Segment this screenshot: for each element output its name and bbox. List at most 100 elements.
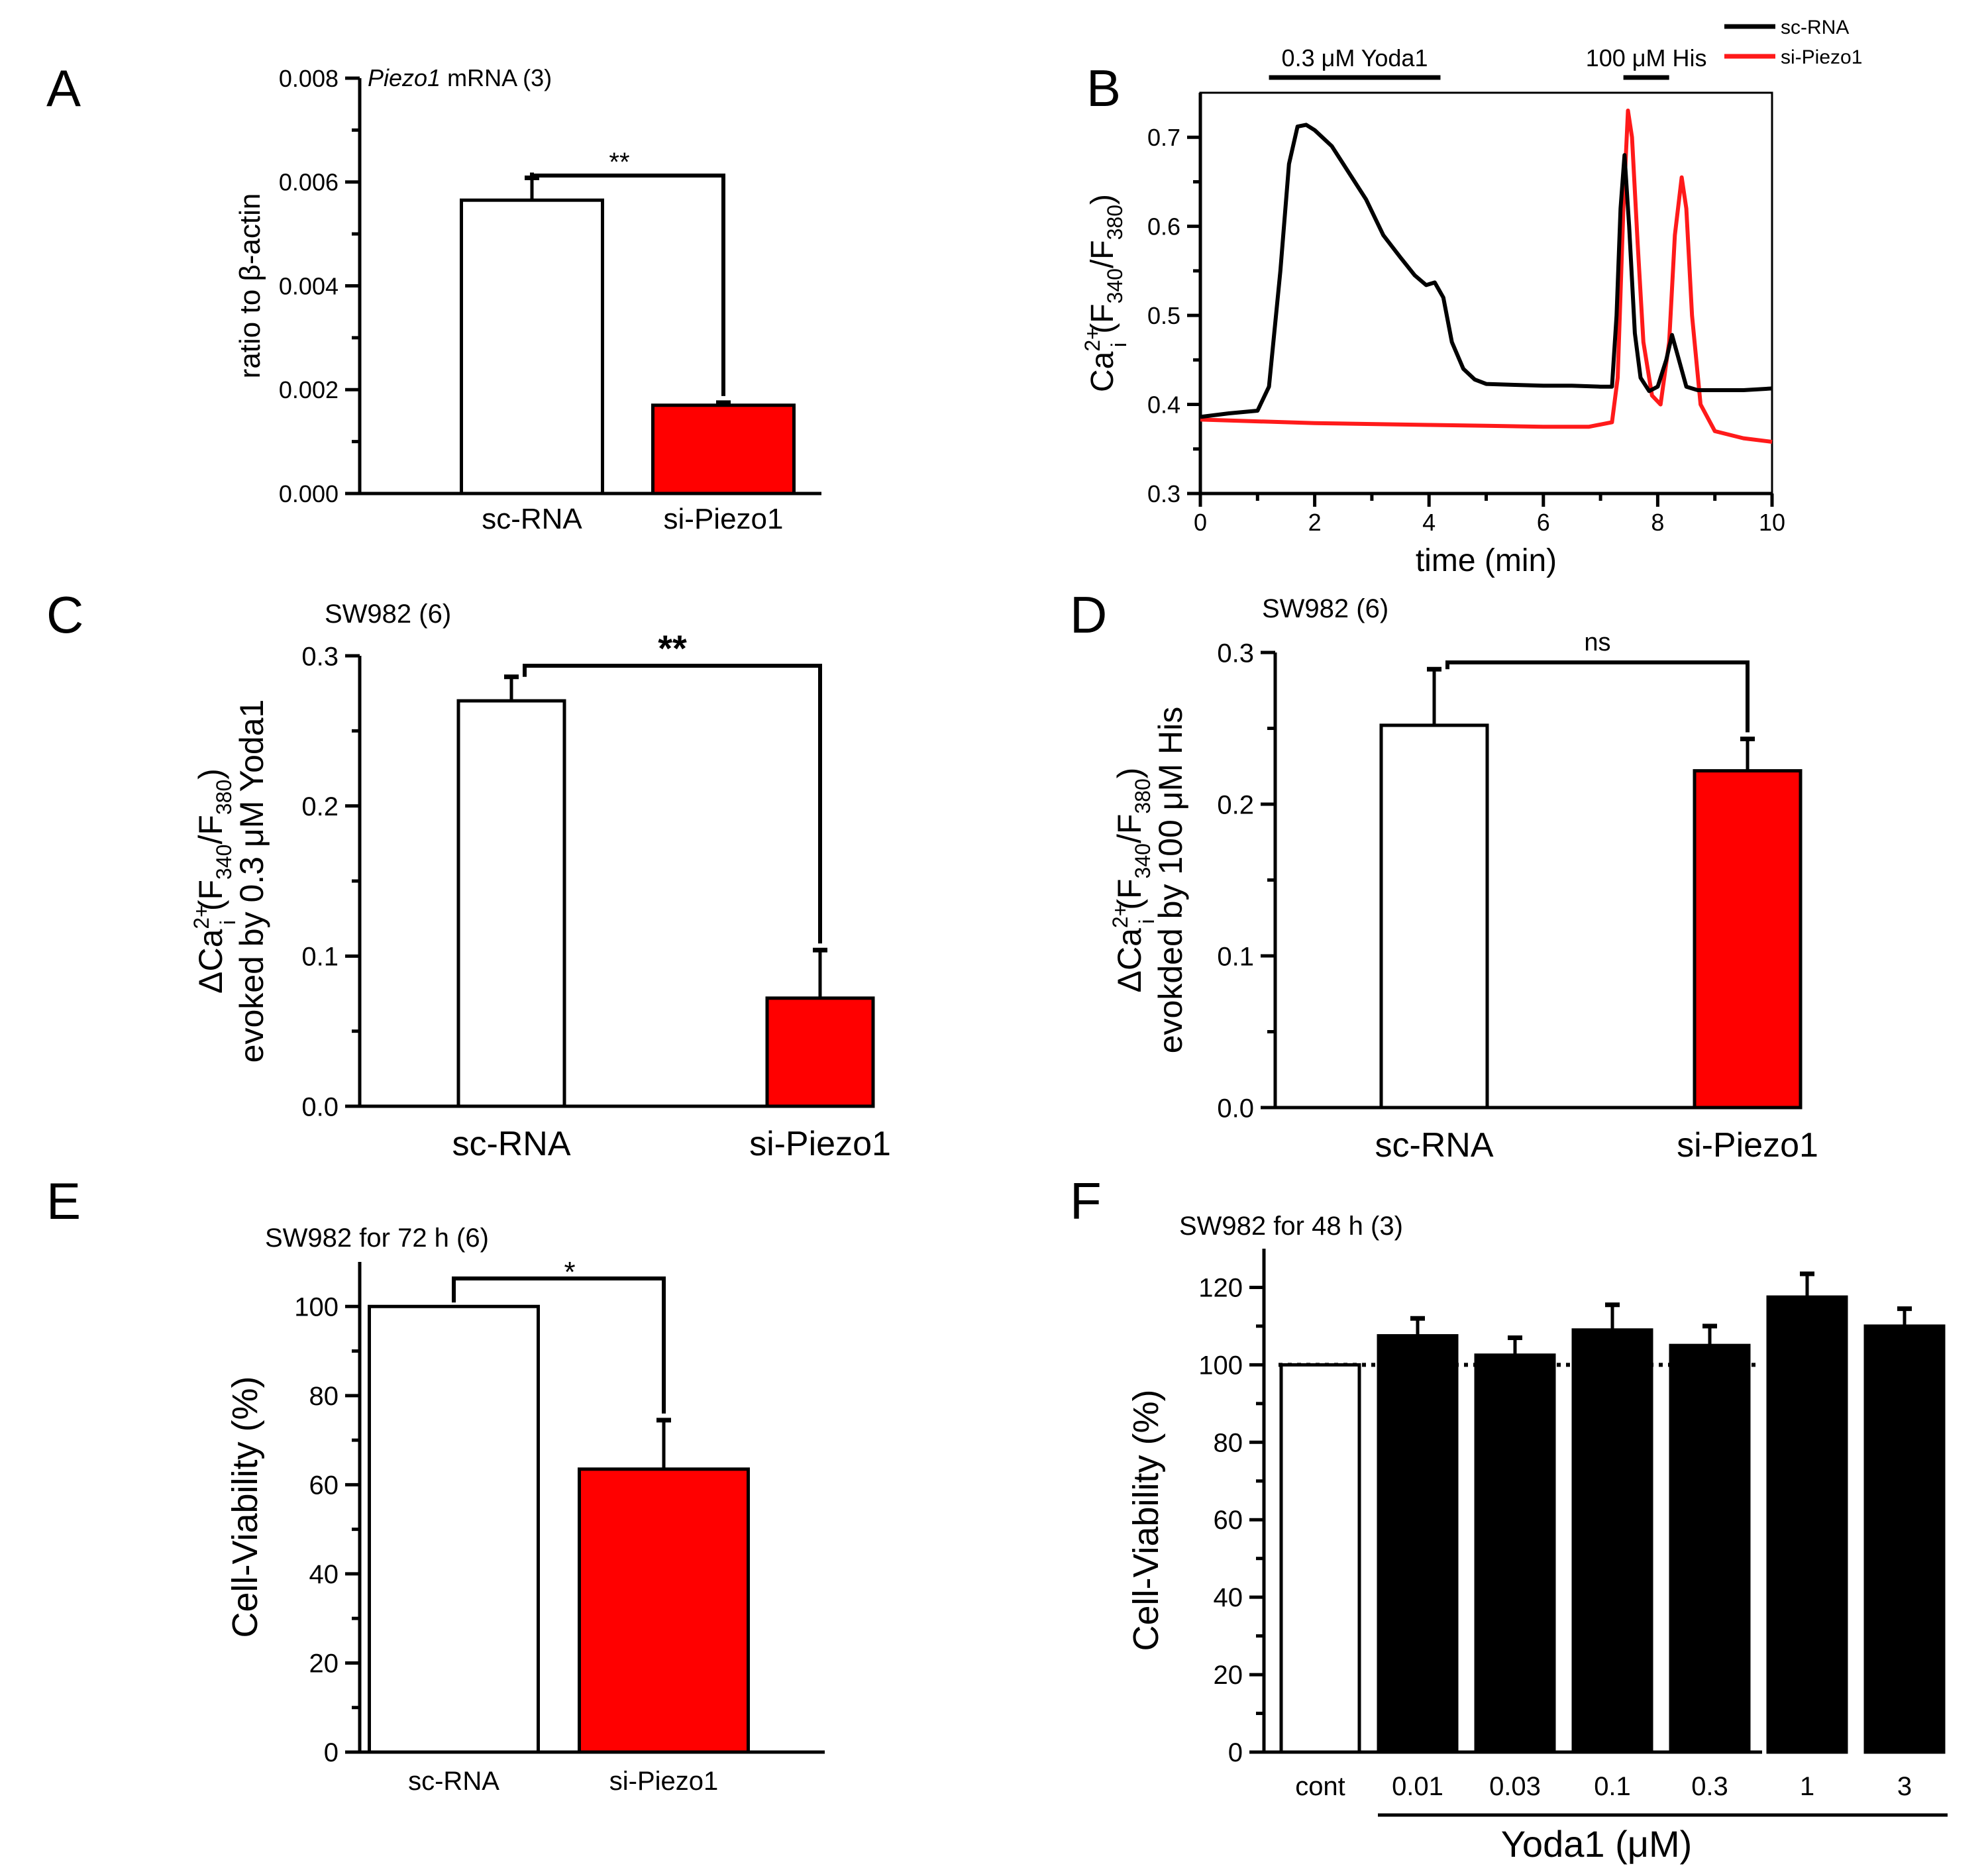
panel-label-b: B	[1086, 59, 1121, 117]
x-tick-label: 0.01	[1392, 1772, 1443, 1801]
bar-0-01	[1377, 1334, 1459, 1754]
y-tick-label: 0.006	[279, 169, 339, 196]
x-tick-label: 8	[1651, 509, 1664, 536]
label-part: 2+	[189, 905, 213, 929]
significance-marker: *	[564, 1256, 575, 1288]
panel-d: 0.0 0.1 0.2 0.3 SW982 (6) sc-RNA si-Piezo1 ns ΔC…	[1108, 594, 1818, 1165]
label-part: 380	[1103, 205, 1127, 240]
label-part: (F	[1111, 878, 1148, 919]
trace-sc-rna	[1200, 123, 1773, 419]
label-part: 340	[1131, 843, 1155, 878]
legend-entry: si-Piezo1	[1781, 46, 1862, 68]
y-tick-label: 80	[1214, 1428, 1243, 1457]
x-tick-label: 0.1	[1594, 1772, 1631, 1801]
label-part: 2+	[1108, 904, 1132, 928]
x-tick-label: si-Piezo1	[749, 1125, 891, 1163]
y-tick-label: 40	[309, 1560, 339, 1589]
label-part: Ca	[1085, 351, 1120, 392]
x-tick-label: sc-RNA	[1375, 1126, 1493, 1165]
bar-cont	[1279, 1363, 1361, 1754]
x-tick-label: sc-RNA	[482, 503, 582, 535]
label-part: /F	[1111, 814, 1148, 843]
panel-c: 0.0 0.1 0.2 0.3 SW982 (6) sc-RNA si-Piezo1 ** ΔC…	[189, 599, 891, 1163]
x-tick-label: 4	[1422, 509, 1436, 536]
y-tick-label: 0	[324, 1738, 339, 1767]
label-part: (F	[192, 880, 229, 920]
panel-f-title: SW982 for 48 h (3)	[1179, 1212, 1403, 1241]
bar-si-piezo1	[765, 996, 875, 1108]
y-tick-label: 60	[1214, 1506, 1243, 1535]
y-tick-label: 0.2	[301, 792, 339, 821]
application-label: 0.3 μM Yoda1	[1282, 44, 1428, 72]
bar-si-piezo1	[1693, 769, 1803, 1110]
x-tick-label: sc-RNA	[452, 1125, 570, 1163]
y-tick-label: 20	[309, 1649, 339, 1678]
y-tick-label: 0.0	[1217, 1094, 1254, 1123]
y-axis-label: Ca2+ i (F340/F380)	[1080, 194, 1131, 392]
significance-marker: **	[609, 148, 629, 177]
x-tick-label: 1	[1800, 1772, 1814, 1801]
bar-1	[1766, 1295, 1848, 1754]
label-part: )	[192, 768, 229, 780]
y-tick-label: 20	[1214, 1661, 1243, 1690]
panel-label-d: D	[1070, 586, 1107, 644]
x-tick-label: 10	[1759, 509, 1785, 536]
label-part: ΔCa	[1111, 928, 1148, 993]
y-axis-label: Cell-Viability (%)	[1126, 1389, 1166, 1651]
bar-si-piezo1	[578, 1467, 750, 1754]
x-tick-label: sc-RNA	[408, 1767, 499, 1796]
x-tick-label: 0.03	[1489, 1772, 1541, 1801]
y-tick-label: 0.1	[301, 943, 339, 972]
y-axis-label-line2: evoked by 0.3 μM Yoda1	[233, 700, 270, 1063]
y-tick-label: 0.000	[279, 480, 339, 507]
x-tick-label: si-Piezo1	[664, 503, 784, 535]
plot-frame	[1199, 91, 1773, 495]
y-tick-label: 0.008	[279, 65, 339, 92]
y-tick-label: 0.004	[279, 272, 339, 299]
label-part: 340	[212, 845, 236, 880]
label-part: Piezo1	[368, 64, 441, 91]
bar-0-1	[1571, 1328, 1653, 1754]
x-tick-label: 0.3	[1691, 1772, 1728, 1801]
significance-bracket	[1445, 660, 1750, 733]
y-axis-label: Cell-Viability (%)	[225, 1376, 265, 1638]
x-tick-label: 0	[1194, 509, 1207, 536]
label-part: i	[1107, 342, 1131, 347]
label-part: i	[216, 920, 240, 925]
panel-d-title: SW982 (6)	[1262, 594, 1388, 623]
panel-c-title: SW982 (6)	[325, 599, 451, 629]
label-part: 380	[1131, 778, 1155, 813]
y-tick-label: 0.002	[279, 376, 339, 403]
bar-sc-rna	[1379, 723, 1489, 1110]
label-part: 2+	[1080, 327, 1104, 351]
bar-3	[1863, 1324, 1946, 1754]
y-axis-label-line1: ΔCa2+ i (F340/F380)	[1108, 768, 1159, 993]
y-tick-label: 0.3	[1147, 480, 1180, 507]
label-part: /F	[1085, 240, 1120, 268]
significance-bracket	[452, 1276, 666, 1414]
y-tick-label: 0.4	[1147, 391, 1180, 419]
y-axis-label: ratio to β-actin	[234, 193, 266, 379]
x-axis-label: time (min)	[1416, 543, 1557, 578]
panel-label-a: A	[46, 59, 81, 117]
y-tick-label: 0.2	[1217, 790, 1254, 819]
y-tick-label: 0.5	[1147, 302, 1180, 329]
panel-a: 0.000 0.002 0.004 0.006 0.008 Piezo1 mRNA (3)…	[234, 64, 821, 535]
significance-marker: ns	[1584, 629, 1610, 656]
y-tick-label: 0.1	[1217, 942, 1254, 971]
bar-si-piezo1	[651, 403, 796, 495]
y-tick-label: 80	[309, 1382, 339, 1411]
label-part: 380	[212, 780, 236, 815]
bar-0-03	[1474, 1353, 1556, 1754]
y-axis-label-line1: ΔCa2+ i (F340/F380)	[189, 768, 240, 994]
label-part: (F	[1085, 303, 1120, 342]
application-label: 100 μM His	[1586, 44, 1707, 72]
y-tick-label: 120	[1198, 1273, 1243, 1302]
label-part: 340	[1103, 268, 1127, 303]
panel-e-title: SW982 for 72 h (6)	[265, 1223, 489, 1253]
y-tick-label: 40	[1214, 1583, 1243, 1612]
label-part: mRNA (3)	[441, 64, 552, 91]
significance-bracket	[523, 664, 822, 944]
trace-si-piezo1	[1200, 108, 1773, 444]
